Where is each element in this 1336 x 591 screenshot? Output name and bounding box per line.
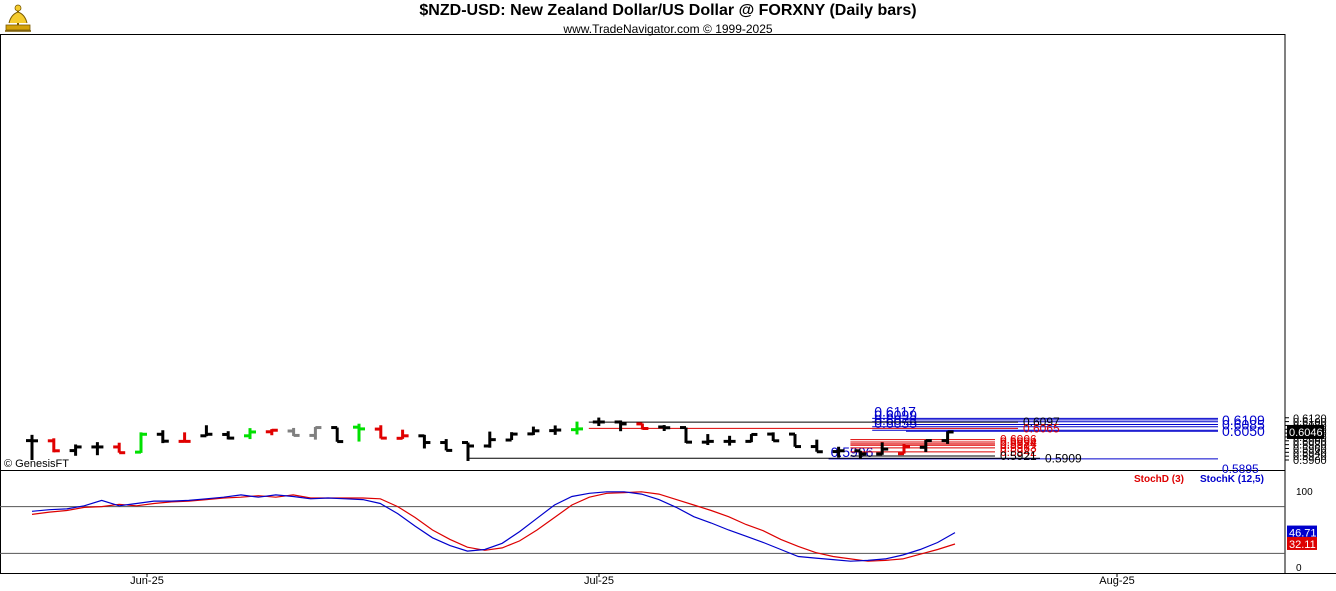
price-tick-label: 0.5900 — [1293, 455, 1327, 467]
level-label: 0.5909 — [1045, 451, 1082, 465]
level-label: 0.6065 — [1023, 421, 1060, 435]
level-label: 0.6085 — [1222, 416, 1265, 432]
last-price-label: 0.6046 — [1289, 427, 1323, 439]
level-label: 0.5942 — [1000, 445, 1037, 459]
level-label: 0.6117 — [874, 403, 916, 419]
trade-navigator-logo-icon — [3, 3, 33, 35]
level-label: 0.6109 — [1222, 412, 1265, 428]
level-label: 0.5977 — [1000, 438, 1037, 452]
stochd-legend: StochD (3) — [1134, 474, 1184, 485]
level-label: 0.5994 — [1000, 435, 1037, 449]
level-label: 0.6050 — [1222, 423, 1265, 439]
stoch-tick-label: 0 — [1296, 563, 1302, 574]
stochd-value-badge — [1287, 536, 1317, 550]
stochd-line — [31, 491, 956, 562]
price-tick-label: 0.5980 — [1293, 440, 1327, 452]
stochastic-panel-frame — [0, 470, 1286, 574]
stochk-value-label: 46.71 — [1289, 528, 1317, 540]
level-label: 0.5963 — [1000, 441, 1037, 455]
x-axis-label: Aug-25 — [1099, 575, 1134, 587]
chart-subtitle: www.TradeNavigator.com © 1999-2025 — [563, 22, 773, 36]
price-tick-label: 0.5940 — [1293, 447, 1327, 459]
level-label: 0.6055 — [874, 415, 917, 431]
level-label: 0.6073 — [874, 412, 917, 428]
level-label: 0.6099 — [874, 407, 917, 423]
x-axis-label: Jul-25 — [584, 575, 614, 587]
stoch-tick-label: 100 — [1296, 487, 1313, 498]
level-label: 0.5984 — [1000, 437, 1037, 451]
chart-title: $NZD-USD: New Zealand Dollar/US Dollar @… — [419, 2, 917, 19]
last-price-badge — [1287, 424, 1324, 439]
stochk-value-badge — [1287, 525, 1317, 539]
price-tick-label: 0.6120 — [1293, 413, 1327, 425]
stochd-value-label: 32.11 — [1289, 539, 1316, 551]
level-label: 0.6097 — [1023, 415, 1060, 429]
price-tick-label: 0.5960 — [1293, 443, 1327, 455]
price-tick-label: 0.5920 — [1293, 451, 1327, 463]
x-axis-label: Jun-25 — [130, 575, 164, 587]
level-label: 0.5921 — [1000, 449, 1037, 463]
price-cutoff-label: 0.5895 — [1222, 462, 1259, 476]
stochk-line — [31, 491, 956, 562]
level-label: 0.6006 — [1000, 433, 1037, 447]
price-panel-frame — [0, 34, 1286, 471]
copyright-label: © GenesisFT — [4, 458, 69, 470]
stochk-legend: StochK (12,5) — [1200, 474, 1264, 485]
